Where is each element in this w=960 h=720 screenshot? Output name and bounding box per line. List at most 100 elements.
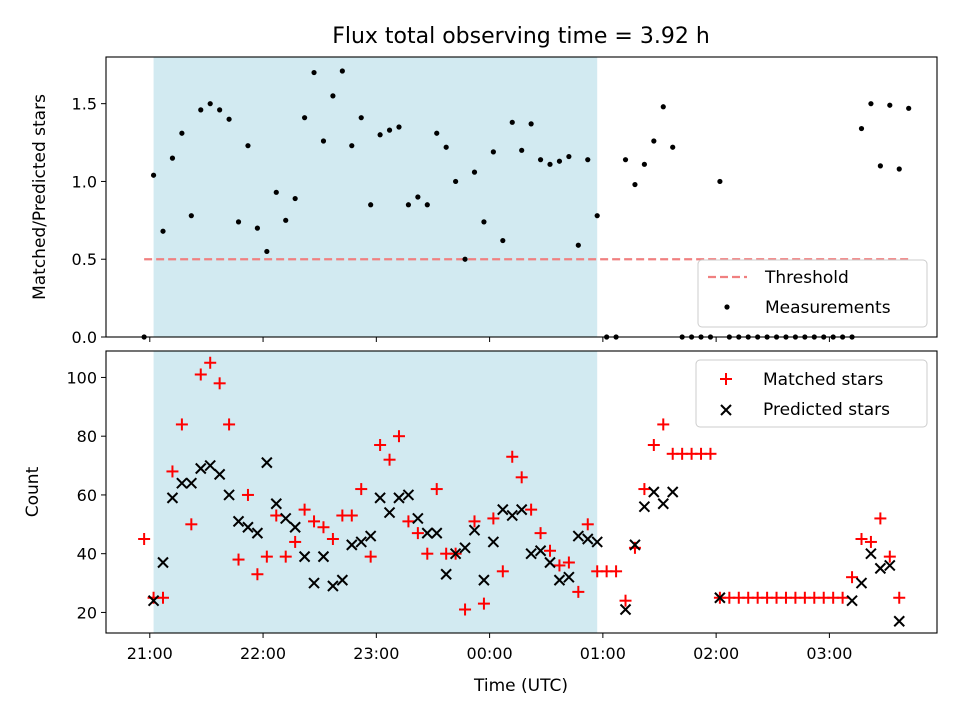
measurement-point: [896, 166, 902, 172]
measurement-point: [528, 121, 534, 127]
matched-star-point: [562, 556, 575, 569]
predicted-star-point: [572, 530, 585, 542]
predicted-star-point: [223, 489, 235, 501]
matched-star-point: [166, 465, 179, 478]
matched-star-point: [846, 571, 859, 584]
matched-star-point: [345, 509, 358, 522]
top-legend-box: [697, 259, 928, 328]
predicted-star-stroke: [506, 509, 518, 522]
bottom-panel: 20 40 60 80 100 21:00 22:00 23:00 00:00 01:00 02:0…: [66, 350, 938, 663]
measurement-point: [405, 202, 412, 208]
predicted-star-point: [553, 574, 566, 586]
predicted-star-stroke: [317, 550, 330, 563]
matched-star-point: [194, 368, 207, 381]
top-y-tick-label: 0.0: [72, 328, 97, 347]
predicted-star-point: [440, 568, 452, 580]
measurement-point: [396, 124, 402, 130]
matched-star-point: [232, 553, 245, 566]
matched-star-point: [468, 515, 481, 528]
matched-star-point: [279, 550, 292, 563]
measurement-point: [481, 219, 487, 225]
bottom-x-tick-label: 21:00: [127, 644, 173, 663]
top-plot-frame: [105, 56, 938, 338]
measurement-point: [169, 155, 176, 161]
matched-star-point: [572, 585, 585, 598]
predicted-star-point: [657, 498, 669, 510]
measurement-point: [434, 130, 440, 136]
bottom-x-tick-label: 23:00: [353, 644, 399, 663]
predicted-star-stroke: [308, 577, 320, 589]
matched-star-point: [317, 521, 330, 534]
measurement-point: [651, 138, 657, 144]
predicted-star-stroke: [865, 547, 877, 560]
matched-legend-label: Matched stars: [763, 370, 883, 390]
matched-star-point: [487, 512, 500, 525]
measurement-point: [358, 115, 364, 121]
predicted-star-stroke: [195, 462, 207, 475]
top-panel: 0.0 0.5 1.0 1.5: [72, 56, 938, 347]
matched-star-point: [175, 418, 188, 431]
predicted-star-stroke: [629, 539, 641, 551]
predicted-star-stroke: [855, 577, 868, 589]
predicted-star-point: [629, 539, 641, 551]
predicted-star-stroke: [525, 547, 537, 560]
predicted-star-stroke: [714, 592, 726, 604]
predicted-star-stroke: [667, 486, 679, 498]
matched-star-point: [525, 503, 538, 516]
matched-star-point: [213, 377, 226, 390]
predicted-star-point: [619, 603, 632, 616]
measurement-point: [547, 161, 553, 167]
predicted-star-point: [487, 536, 500, 548]
predicted-star-stroke: [223, 489, 235, 501]
predicted-star-stroke: [846, 594, 858, 607]
predicted-star-stroke: [157, 556, 169, 569]
measurement-point: [311, 69, 317, 76]
top-observing-window: [153, 57, 598, 337]
predicted-star-point: [431, 527, 443, 539]
matched-star-point: [883, 550, 896, 563]
measurement-point: [226, 116, 232, 122]
matched-star-point: [251, 568, 264, 581]
predicted-star-point: [449, 547, 462, 560]
predicted-star-point: [865, 547, 877, 560]
predicted-star-stroke: [393, 492, 405, 504]
measurement-point: [198, 107, 204, 113]
measurement-point: [660, 104, 666, 110]
bottom-x-axis-label: Time (UTC): [473, 676, 568, 696]
measurement-point: [217, 107, 223, 113]
bottom-y-tick-label: 20: [77, 603, 97, 622]
measurement-point: [537, 157, 544, 163]
predicted-star-point: [308, 577, 320, 589]
measurement-point: [339, 68, 345, 74]
predicted-star-stroke: [487, 536, 500, 548]
predicted-star-point: [298, 550, 311, 563]
measurement-point: [235, 219, 242, 225]
predicted-star-stroke: [346, 539, 358, 551]
matched-star-point: [289, 535, 302, 548]
measurement-point: [509, 119, 515, 125]
predicted-star-stroke: [327, 580, 339, 592]
top-y-axis-label: Matched/Predicted stars: [30, 94, 50, 300]
measurement-point: [283, 217, 289, 223]
predicted-star-point: [261, 456, 273, 469]
measurement-point: [443, 144, 449, 150]
predicted-star-stroke: [431, 527, 443, 539]
measurement-point: [160, 228, 166, 234]
matched-star-point: [241, 488, 254, 501]
predicted-star-point: [534, 545, 547, 557]
predicted-star-stroke: [374, 492, 386, 504]
matched-star-point: [647, 439, 660, 451]
measurement-point: [632, 181, 638, 188]
predicted-star-stroke: [591, 536, 603, 548]
matched-legend-swatch: [720, 373, 732, 385]
measurement-point: [519, 147, 525, 153]
matched-star-point: [421, 547, 434, 560]
measurement-point: [887, 102, 893, 108]
predicted-star-stroke: [298, 550, 311, 563]
matched-star-point: [704, 447, 717, 460]
matched-star-point: [553, 559, 566, 572]
predicted-star-stroke: [459, 542, 471, 554]
measurement-point: [858, 125, 865, 132]
measurement-point: [566, 153, 572, 160]
